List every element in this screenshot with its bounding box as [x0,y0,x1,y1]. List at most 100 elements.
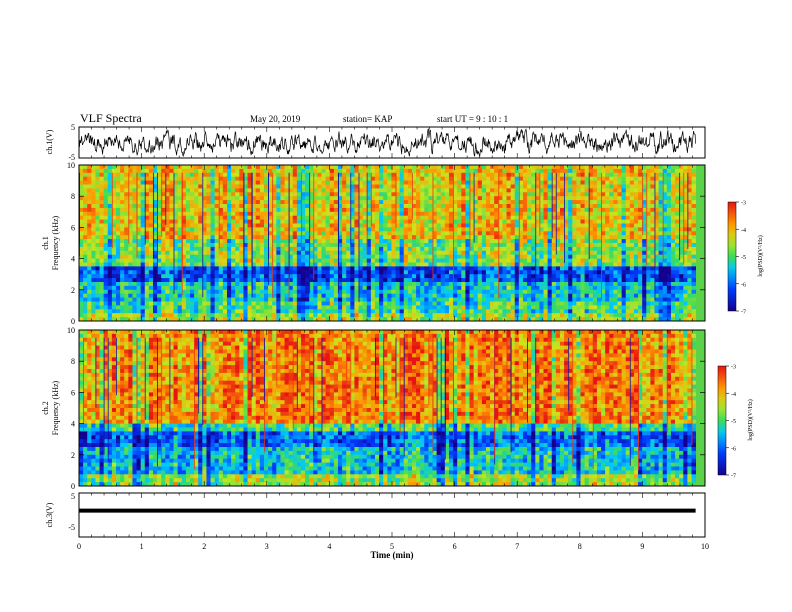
spectrogram-cell [498,180,503,185]
spectrogram-cell [625,258,631,263]
spectrogram-cell [189,266,195,271]
spectrogram-cell [231,168,236,174]
spectrogram-cell [609,250,614,256]
spectrogram-cell [235,211,240,217]
spectrogram-cell [387,282,392,287]
spectrogram-cell [691,266,697,271]
spectrogram-cell [132,188,137,193]
spectrogram-cell [222,192,228,197]
spectrogram-cell [646,192,651,197]
spectrogram-cell [152,235,158,240]
spectrogram-cell [292,227,298,232]
spectrogram-cell [95,282,100,287]
spectrogram-cell [588,254,594,259]
spectrogram-cell [288,192,294,197]
spectrogram-cell [325,231,331,236]
spectrogram-cell [132,196,137,201]
spectrogram-cell [251,282,257,287]
spectrogram-cell [535,211,540,217]
spectrogram-cell [485,184,491,189]
spectrogram-cell [444,184,450,189]
spectrogram-cell [185,282,191,287]
spectrogram-cell [568,211,573,217]
spectrogram-cell [420,176,425,181]
spectrogram-cell [642,211,647,217]
spectrogram-cell [691,246,697,252]
spectrogram-cell [226,262,232,267]
spectrogram-cell [588,266,594,271]
spectrogram-cell [572,184,577,189]
spectrogram-cell [617,165,623,170]
spectrogram-cell [391,239,396,244]
spectrogram-cell [231,188,236,193]
spectrogram-cell [510,165,516,170]
spectrogram-cell [280,204,285,209]
spectrogram-cell [535,227,540,232]
spectrogram-cell [605,192,610,197]
spectrogram-cell [477,207,483,213]
spectrogram-cell [601,262,606,267]
spectrogram-cell [638,223,643,228]
spectrogram-cell [354,258,359,263]
spectrogram-cell [654,200,660,205]
spectrogram-cell [259,192,265,197]
spectrogram-cell [407,200,413,205]
spectrogram-cell [116,254,121,259]
spectrogram-cell [189,192,195,197]
spectrogram-cell [424,196,429,201]
spectrogram-cell [399,235,405,240]
spectrogram-cell [465,282,470,287]
spectrogram-cell [629,227,635,232]
spectrogram-cell [461,285,466,291]
spectrogram-cell [568,235,573,240]
spectrogram-cell [276,176,281,181]
spectrogram-cell [650,215,655,220]
spectrogram-cell [395,250,401,256]
spectrogram-cell [411,231,417,236]
spectrogram-cell [157,223,162,228]
spectrogram-cell [572,227,577,232]
spectrogram-cell [448,180,454,185]
spectrogram-cell [584,176,590,181]
spectrogram-cell [370,289,376,295]
spectrogram-cell [272,231,277,236]
spectrogram-cell [391,204,396,209]
spectrogram-cell [317,246,322,252]
spectrogram-cell [675,246,680,252]
spectrogram-cell [87,250,92,256]
spectrogram-cell [654,274,660,279]
spectrogram-cell [453,262,458,267]
spectrogram-cell [346,227,351,232]
spectrogram-cell [477,282,483,287]
spectrogram-cell [679,266,684,271]
spectrogram-cell [87,278,92,283]
spectrogram-cell [140,211,146,217]
spectrogram-cell [580,215,586,220]
spectrogram-cell [296,219,302,224]
spectrogram-cell [288,184,294,189]
spectrogram-cell [272,235,277,240]
spectrogram-cell [144,223,150,228]
spectrogram-cell [321,246,327,252]
spectrogram-cell [654,204,660,209]
spectrogram-cell [461,235,466,240]
spectrogram-cell [596,176,602,181]
spectrogram-cell [136,254,142,259]
spectrogram-cell [280,184,285,189]
spectrogram-cell [564,211,569,217]
spectrogram-cell [436,282,442,287]
spectrogram-cell [292,243,298,248]
spectrogram-cell [444,254,450,259]
spectrogram-cell [621,243,627,248]
spectrogram-cell [214,207,220,213]
spectrogram-cell [473,172,479,178]
spectrogram-cell [407,282,413,287]
spectrogram-cell [592,200,598,205]
spectrogram-cell [79,270,84,275]
spectrogram-cell [638,204,643,209]
spectrogram-cell [625,282,631,287]
spectrogram-cell [547,168,553,174]
spectrogram-cell [346,282,351,287]
spectrogram-cell [87,258,92,263]
spectrogram-cell [95,165,100,170]
